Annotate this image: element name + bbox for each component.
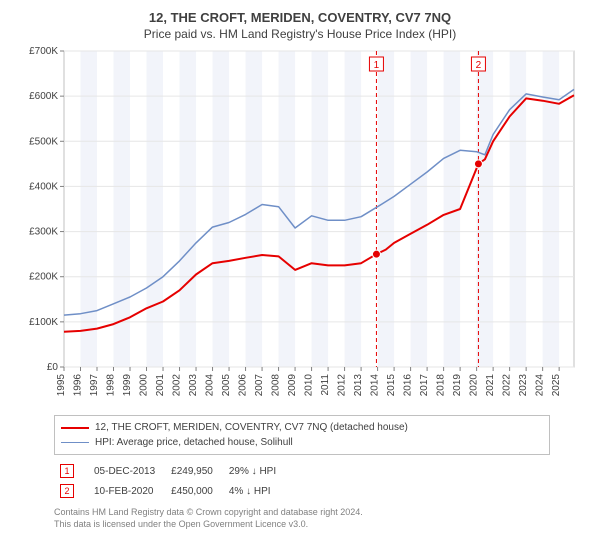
plot-area: £0 £100K £200K £300K £400K £500K £600K £700K 199… xyxy=(20,47,580,407)
svg-text:2010: 2010 xyxy=(304,374,315,397)
legend: 12, THE CROFT, MERIDEN, COVENTRY, CV7 7N… xyxy=(54,415,550,455)
svg-text:£100K: £100K xyxy=(29,317,58,328)
svg-text:£400K: £400K xyxy=(29,181,58,192)
svg-text:2018: 2018 xyxy=(436,374,447,397)
svg-text:2022: 2022 xyxy=(502,374,513,397)
chart-container: 12, THE CROFT, MERIDEN, COVENTRY, CV7 7N… xyxy=(0,0,600,540)
sale-date: 05-DEC-2013 xyxy=(88,461,165,481)
svg-text:2001: 2001 xyxy=(155,374,166,397)
svg-text:2: 2 xyxy=(476,60,482,71)
svg-text:£200K: £200K xyxy=(29,272,58,283)
sale-price: £450,000 xyxy=(165,481,223,501)
sale-delta: 29% ↓ HPI xyxy=(223,461,286,481)
svg-text:£600K: £600K xyxy=(29,91,58,102)
svg-text:2016: 2016 xyxy=(403,374,414,397)
svg-text:£300K: £300K xyxy=(29,227,58,238)
sale-price: £249,950 xyxy=(165,461,223,481)
chart-subtitle: Price paid vs. HM Land Registry's House … xyxy=(10,27,590,41)
svg-text:2000: 2000 xyxy=(139,374,150,397)
sale-marker-icon: 2 xyxy=(60,484,74,498)
sale-date: 10-FEB-2020 xyxy=(88,481,165,501)
svg-text:1: 1 xyxy=(374,60,380,71)
svg-text:2005: 2005 xyxy=(221,374,232,397)
sale-row: 1 05-DEC-2013£249,95029% ↓ HPI xyxy=(54,461,286,481)
svg-text:1998: 1998 xyxy=(106,374,117,397)
svg-text:2020: 2020 xyxy=(469,374,480,397)
sales-table: 1 05-DEC-2013£249,95029% ↓ HPI 2 10-FEB-202… xyxy=(54,461,550,501)
svg-text:2003: 2003 xyxy=(188,374,199,397)
footnote-line1: Contains HM Land Registry data © Crown c… xyxy=(54,507,550,519)
svg-text:2017: 2017 xyxy=(419,374,430,397)
svg-text:2008: 2008 xyxy=(271,374,282,397)
svg-text:2023: 2023 xyxy=(518,374,529,397)
sale-row: 2 10-FEB-2020£450,0004% ↓ HPI xyxy=(54,481,286,501)
legend-label: HPI: Average price, detached house, Soli… xyxy=(95,435,293,450)
svg-text:2024: 2024 xyxy=(535,374,546,397)
svg-text:2019: 2019 xyxy=(452,374,463,397)
chart-svg: £0 £100K £200K £300K £400K £500K £600K £700K 199… xyxy=(20,47,580,407)
svg-text:2013: 2013 xyxy=(353,374,364,397)
legend-label: 12, THE CROFT, MERIDEN, COVENTRY, CV7 7N… xyxy=(95,420,408,435)
legend-item: 12, THE CROFT, MERIDEN, COVENTRY, CV7 7N… xyxy=(61,420,543,435)
svg-text:2011: 2011 xyxy=(320,374,331,396)
svg-text:1997: 1997 xyxy=(89,374,100,397)
legend-swatch xyxy=(61,427,89,429)
svg-text:2006: 2006 xyxy=(238,374,249,397)
svg-text:£700K: £700K xyxy=(29,47,58,57)
svg-text:2009: 2009 xyxy=(287,374,298,397)
footnote-line2: This data is licensed under the Open Gov… xyxy=(54,519,550,531)
svg-text:2007: 2007 xyxy=(254,374,265,397)
legend-item: HPI: Average price, detached house, Soli… xyxy=(61,435,543,450)
sale-delta: 4% ↓ HPI xyxy=(223,481,286,501)
svg-text:£500K: £500K xyxy=(29,136,58,147)
svg-text:£0: £0 xyxy=(47,362,59,373)
svg-text:2015: 2015 xyxy=(386,374,397,397)
svg-text:2014: 2014 xyxy=(370,374,381,397)
sale-marker-icon: 1 xyxy=(60,464,74,478)
legend-swatch xyxy=(61,442,89,443)
svg-text:1999: 1999 xyxy=(122,374,133,397)
svg-text:2002: 2002 xyxy=(172,374,183,397)
svg-text:2025: 2025 xyxy=(551,374,562,397)
svg-text:2021: 2021 xyxy=(485,374,496,397)
svg-text:2012: 2012 xyxy=(337,374,348,397)
svg-text:1995: 1995 xyxy=(56,374,67,397)
svg-text:1996: 1996 xyxy=(73,374,84,397)
chart-title: 12, THE CROFT, MERIDEN, COVENTRY, CV7 7N… xyxy=(10,10,590,25)
svg-text:2004: 2004 xyxy=(205,374,216,397)
footnote: Contains HM Land Registry data © Crown c… xyxy=(54,507,550,530)
